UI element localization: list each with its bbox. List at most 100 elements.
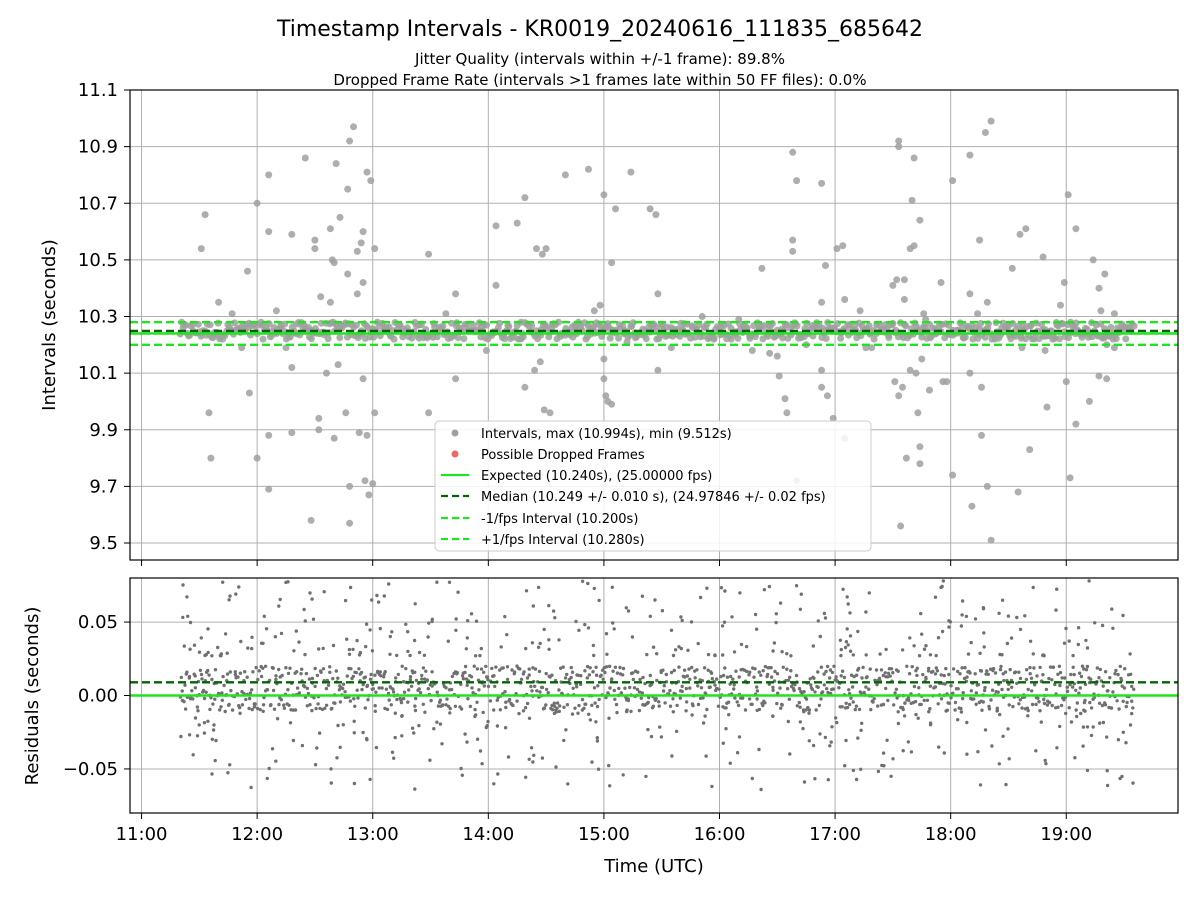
interval-outlier-point — [307, 516, 315, 524]
residual-point — [510, 668, 514, 672]
residual-outlier-point — [912, 644, 916, 648]
residual-point — [892, 703, 896, 707]
residual-outlier-point — [673, 648, 678, 652]
residual-outlier-point — [724, 727, 728, 731]
residual-point — [732, 683, 736, 687]
residual-point — [571, 686, 575, 690]
residual-outlier-point — [1076, 642, 1081, 647]
residual-point — [972, 697, 976, 701]
interval-outlier-point — [983, 482, 991, 490]
residual-point — [444, 703, 448, 707]
residual-point — [641, 675, 645, 680]
residual-point — [591, 670, 595, 674]
residual-point — [1047, 676, 1051, 681]
residual-point — [596, 684, 600, 688]
residual-point — [886, 698, 890, 703]
residual-point — [986, 672, 990, 676]
residual-point — [475, 667, 480, 671]
residual-point — [1000, 687, 1004, 692]
residual-point — [781, 665, 785, 669]
interval-point — [1122, 335, 1130, 343]
residual-outlier-point — [753, 612, 758, 617]
residual-outlier-point — [188, 647, 192, 651]
residual-point — [409, 684, 414, 688]
interval-point — [1056, 335, 1063, 343]
residual-point — [546, 691, 550, 695]
interval-outlier-point — [1066, 474, 1074, 482]
residual-point — [485, 675, 490, 679]
residual-point — [1122, 686, 1127, 690]
residual-point — [247, 696, 252, 701]
residual-outlier-point — [1079, 711, 1083, 716]
residual-point — [949, 696, 953, 700]
residual-outlier-point — [864, 610, 868, 614]
residual-point — [636, 670, 640, 674]
interval-outlier-point — [363, 168, 371, 176]
residual-point — [465, 683, 469, 687]
residual-point — [917, 686, 921, 690]
residual-point — [531, 666, 535, 670]
residual-outlier-point — [701, 721, 706, 725]
residual-point — [394, 676, 398, 680]
residual-point — [713, 683, 717, 687]
residual-outlier-point — [302, 607, 306, 612]
residual-point — [857, 707, 862, 712]
residual-outlier-point — [538, 641, 542, 646]
residual-point — [741, 696, 745, 700]
residual-outlier-point — [423, 710, 427, 714]
residual-outlier-point — [604, 632, 609, 636]
residual-point — [816, 670, 820, 674]
residual-point — [987, 707, 992, 711]
residual-point — [1108, 676, 1112, 680]
residual-point — [463, 664, 468, 669]
residual-point — [1111, 690, 1115, 694]
interval-outlier-point — [1039, 253, 1047, 261]
residual-point — [330, 706, 334, 711]
residual-outlier-point — [317, 647, 321, 651]
residual-point — [1121, 699, 1125, 703]
residual-point — [716, 704, 721, 708]
residual-outlier-point — [530, 641, 535, 645]
residual-point — [672, 668, 676, 673]
residual-point — [710, 677, 714, 681]
residual-point — [775, 701, 779, 706]
residual-point — [661, 689, 666, 693]
residual-point — [348, 699, 353, 703]
residual-outlier-point — [308, 591, 312, 595]
residual-outlier-point — [404, 622, 408, 626]
residual-outlier-point — [686, 648, 690, 652]
residual-outlier-point — [547, 603, 551, 608]
residual-outlier-point — [822, 611, 827, 616]
interval-outlier-point — [793, 177, 801, 185]
legend-marker-intervals — [451, 429, 459, 437]
residual-outlier-point — [626, 609, 631, 613]
residual-point — [933, 685, 938, 689]
residual-point — [482, 684, 486, 688]
residual-point — [1020, 706, 1024, 710]
residual-outlier-point — [368, 777, 372, 782]
interval-outlier-point — [346, 137, 354, 145]
residual-point — [903, 701, 907, 705]
residual-point — [1100, 703, 1105, 708]
residual-point — [527, 667, 531, 671]
residual-point — [959, 706, 963, 711]
residual-outlier-point — [1073, 756, 1077, 760]
residual-outlier-point — [786, 719, 790, 724]
residual-point — [611, 669, 615, 673]
residual-point — [1025, 668, 1029, 672]
interval-point — [961, 333, 969, 341]
residual-outlier-point — [908, 636, 912, 640]
residual-point — [238, 705, 242, 710]
residual-point — [272, 707, 277, 711]
interval-outlier-point — [315, 414, 323, 422]
residual-outlier-point — [216, 645, 220, 650]
residual-outlier-point — [592, 586, 596, 591]
residual-outlier-point — [995, 709, 999, 713]
residual-outlier-point — [586, 581, 590, 586]
residual-outlier-point — [679, 646, 683, 651]
residual-point — [868, 667, 872, 671]
residual-point — [819, 665, 824, 669]
residual-outlier-point — [351, 647, 355, 652]
residual-point — [705, 707, 709, 712]
residual-point — [626, 698, 631, 703]
